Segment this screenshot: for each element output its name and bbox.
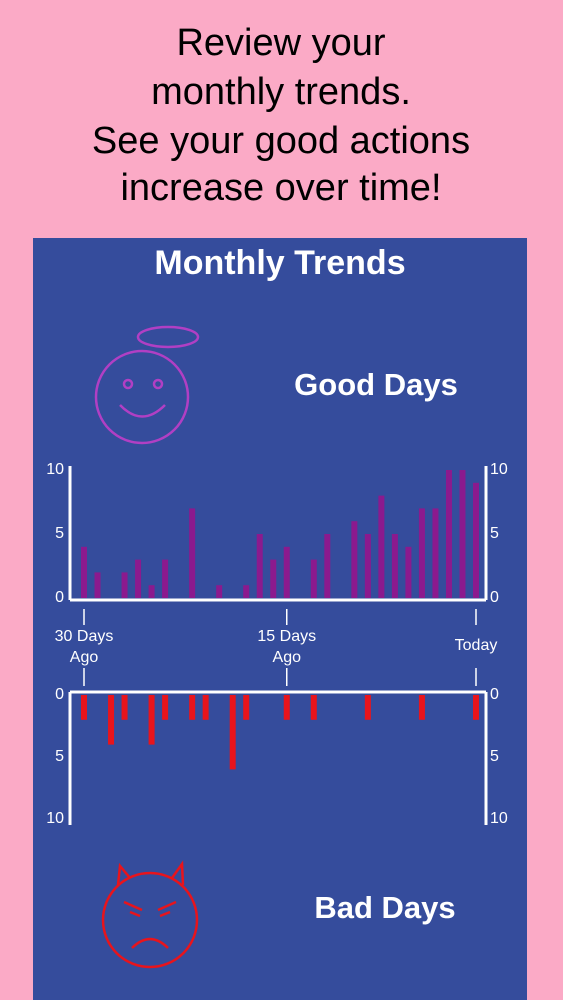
y-tick-label: 10 bbox=[46, 810, 64, 827]
bar bbox=[310, 559, 317, 598]
bar bbox=[283, 695, 290, 720]
bar bbox=[473, 482, 479, 598]
x-tick-label: Today bbox=[454, 637, 498, 654]
bar bbox=[121, 695, 128, 720]
header-line: See your good actions bbox=[92, 120, 470, 162]
header-line: increase over time! bbox=[120, 167, 441, 209]
bar bbox=[310, 695, 317, 720]
y-tick-label: 0 bbox=[55, 589, 64, 606]
y-tick-label: 5 bbox=[55, 748, 64, 765]
bar bbox=[364, 534, 371, 598]
bar bbox=[445, 470, 452, 598]
bar bbox=[405, 546, 412, 598]
bar bbox=[283, 546, 290, 598]
bar bbox=[243, 695, 250, 720]
bar bbox=[473, 695, 479, 720]
bar bbox=[81, 695, 87, 720]
x-tick-label: 15 Days Ago bbox=[257, 628, 317, 666]
bar bbox=[94, 572, 101, 598]
chart-title: Bad Days bbox=[314, 890, 455, 925]
bar bbox=[391, 534, 398, 598]
header-line: Review your bbox=[176, 22, 385, 64]
bar bbox=[459, 470, 466, 598]
y-tick-label: 0 bbox=[490, 589, 499, 606]
x-tick-label: 30 Days Ago bbox=[54, 628, 114, 666]
y-tick-label: 5 bbox=[490, 525, 499, 542]
bar bbox=[418, 695, 425, 720]
angel-icon bbox=[94, 325, 200, 445]
y-tick-label: 10 bbox=[46, 461, 64, 478]
bar bbox=[256, 534, 263, 598]
y-tick-label: 0 bbox=[55, 686, 64, 703]
bar bbox=[432, 508, 439, 598]
bar bbox=[108, 695, 115, 745]
bar bbox=[351, 521, 358, 598]
bar bbox=[148, 585, 155, 598]
panel-title: Monthly Trends bbox=[154, 244, 405, 282]
bar bbox=[189, 508, 196, 598]
bar bbox=[216, 585, 223, 598]
bar bbox=[364, 695, 371, 720]
bar bbox=[324, 534, 331, 598]
bar bbox=[162, 559, 169, 598]
bar bbox=[189, 695, 196, 720]
bar bbox=[81, 546, 87, 598]
y-tick-label: 10 bbox=[490, 810, 508, 827]
y-tick-label: 5 bbox=[490, 748, 499, 765]
bar bbox=[162, 695, 169, 720]
bar bbox=[243, 585, 250, 598]
devil-icon bbox=[101, 860, 199, 969]
bar bbox=[378, 495, 385, 598]
header-line: monthly trends. bbox=[151, 71, 411, 113]
bar bbox=[121, 572, 128, 598]
bar bbox=[418, 508, 425, 598]
y-tick-label: 10 bbox=[490, 461, 508, 478]
y-tick-label: 5 bbox=[55, 525, 64, 542]
panel bbox=[33, 238, 527, 1000]
bar bbox=[135, 559, 142, 598]
chart-title: Good Days bbox=[294, 367, 458, 402]
bar bbox=[229, 695, 236, 770]
bar bbox=[148, 695, 155, 745]
bar bbox=[202, 695, 209, 720]
y-tick-label: 0 bbox=[490, 686, 499, 703]
bar bbox=[270, 559, 277, 598]
